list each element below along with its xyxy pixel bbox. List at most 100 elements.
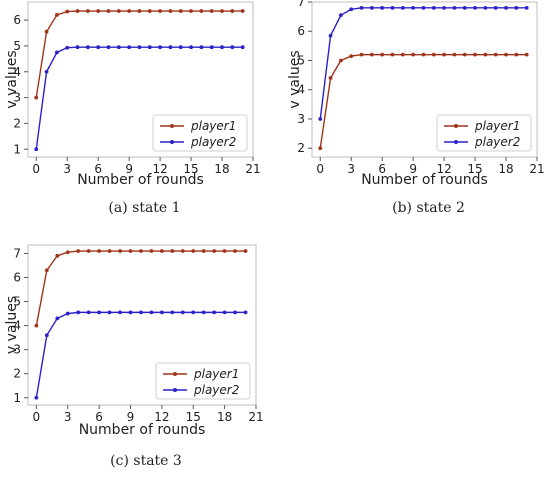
data-point [34, 95, 39, 100]
data-point [514, 52, 519, 57]
legend-swatch-marker [173, 388, 177, 392]
legend-swatch-marker [454, 140, 458, 144]
legend-swatch-marker [170, 124, 174, 128]
x-tick-label: 0 [316, 162, 324, 176]
data-point [106, 9, 111, 13]
x-tick-label: 21 [248, 410, 263, 424]
data-point [400, 52, 405, 57]
data-point [400, 5, 405, 10]
data-point [168, 45, 173, 50]
data-point [199, 45, 204, 50]
data-point [338, 13, 343, 18]
data-point [191, 310, 196, 315]
data-point [369, 5, 374, 10]
data-point [116, 45, 121, 50]
data-point [65, 250, 70, 255]
data-point [189, 9, 193, 13]
legend-label: player2 [474, 135, 520, 149]
y-tick-label: 1 [13, 142, 21, 156]
y-tick-label: 5 [13, 295, 21, 309]
data-point [86, 310, 91, 315]
data-point [34, 147, 39, 152]
data-point [170, 249, 175, 253]
data-point [149, 310, 154, 315]
data-point [106, 45, 111, 50]
x-axis-title: Number of rounds [79, 422, 206, 438]
data-point [54, 13, 59, 17]
data-point [128, 249, 133, 253]
legend-label: player1 [190, 119, 236, 133]
data-point [524, 5, 529, 10]
data-point [107, 310, 112, 315]
data-point [411, 52, 416, 57]
data-point [442, 5, 447, 10]
data-point [96, 45, 101, 50]
data-point [44, 29, 49, 34]
data-point [462, 52, 467, 57]
data-point [493, 52, 498, 57]
x-axis-title: Number of rounds [77, 172, 204, 188]
x-tick-label: 9 [409, 162, 417, 176]
data-point [86, 249, 91, 253]
data-point [170, 310, 175, 315]
data-point [159, 310, 164, 315]
y-tick-label: 5 [297, 53, 305, 67]
data-point [230, 9, 235, 13]
data-point [65, 45, 70, 50]
data-point [483, 52, 488, 57]
legend: player1 player2 [436, 114, 532, 152]
x-tick-label: 0 [32, 162, 40, 176]
y-tick-label: 3 [297, 112, 305, 126]
x-tick-label: 6 [378, 162, 386, 176]
x-tick-label: 21 [529, 162, 544, 176]
data-point [220, 9, 224, 13]
data-point [328, 33, 333, 38]
y-axis-title: v values [4, 296, 20, 354]
y-tick-label: 2 [13, 367, 21, 381]
x-tick-label: 0 [33, 410, 41, 424]
legend: player1 player2 [155, 362, 251, 400]
data-point [220, 45, 224, 50]
data-point [483, 5, 488, 10]
y-tick-label: 7 [297, 0, 305, 9]
x-tick-label: 21 [245, 162, 260, 176]
y-tick-label: 6 [13, 13, 21, 27]
x-tick-label: 6 [94, 162, 102, 176]
data-point [349, 7, 354, 12]
data-point [118, 310, 122, 315]
data-point [243, 310, 248, 315]
data-point [233, 310, 237, 315]
y-tick-label: 3 [13, 91, 21, 105]
x-tick-label: 12 [152, 162, 167, 176]
data-point [147, 45, 152, 50]
data-point [75, 45, 80, 50]
data-point [107, 249, 112, 253]
data-point [212, 249, 217, 253]
y-tick-label: 4 [297, 83, 305, 97]
data-point [189, 45, 193, 50]
data-point [149, 249, 154, 253]
data-point [473, 52, 477, 57]
data-point [191, 249, 196, 253]
y-tick-label: 4 [13, 65, 21, 79]
y-axis-title: v values [287, 50, 303, 108]
legend: player1 player2 [152, 114, 248, 152]
x-tick-label: 12 [154, 410, 169, 424]
panel-caption: (a) state 1 [108, 200, 180, 216]
data-point [44, 69, 49, 74]
data-point [97, 310, 102, 315]
panel-caption: (b) state 2 [392, 200, 465, 216]
data-point [65, 311, 70, 316]
data-point [514, 5, 519, 10]
data-point [431, 5, 436, 10]
data-point [178, 45, 183, 50]
data-point [462, 5, 467, 10]
data-point [180, 249, 185, 253]
x-tick-label: 9 [125, 162, 133, 176]
data-point [349, 54, 354, 59]
data-point [230, 45, 235, 50]
data-point [318, 146, 323, 151]
data-point [243, 249, 248, 253]
